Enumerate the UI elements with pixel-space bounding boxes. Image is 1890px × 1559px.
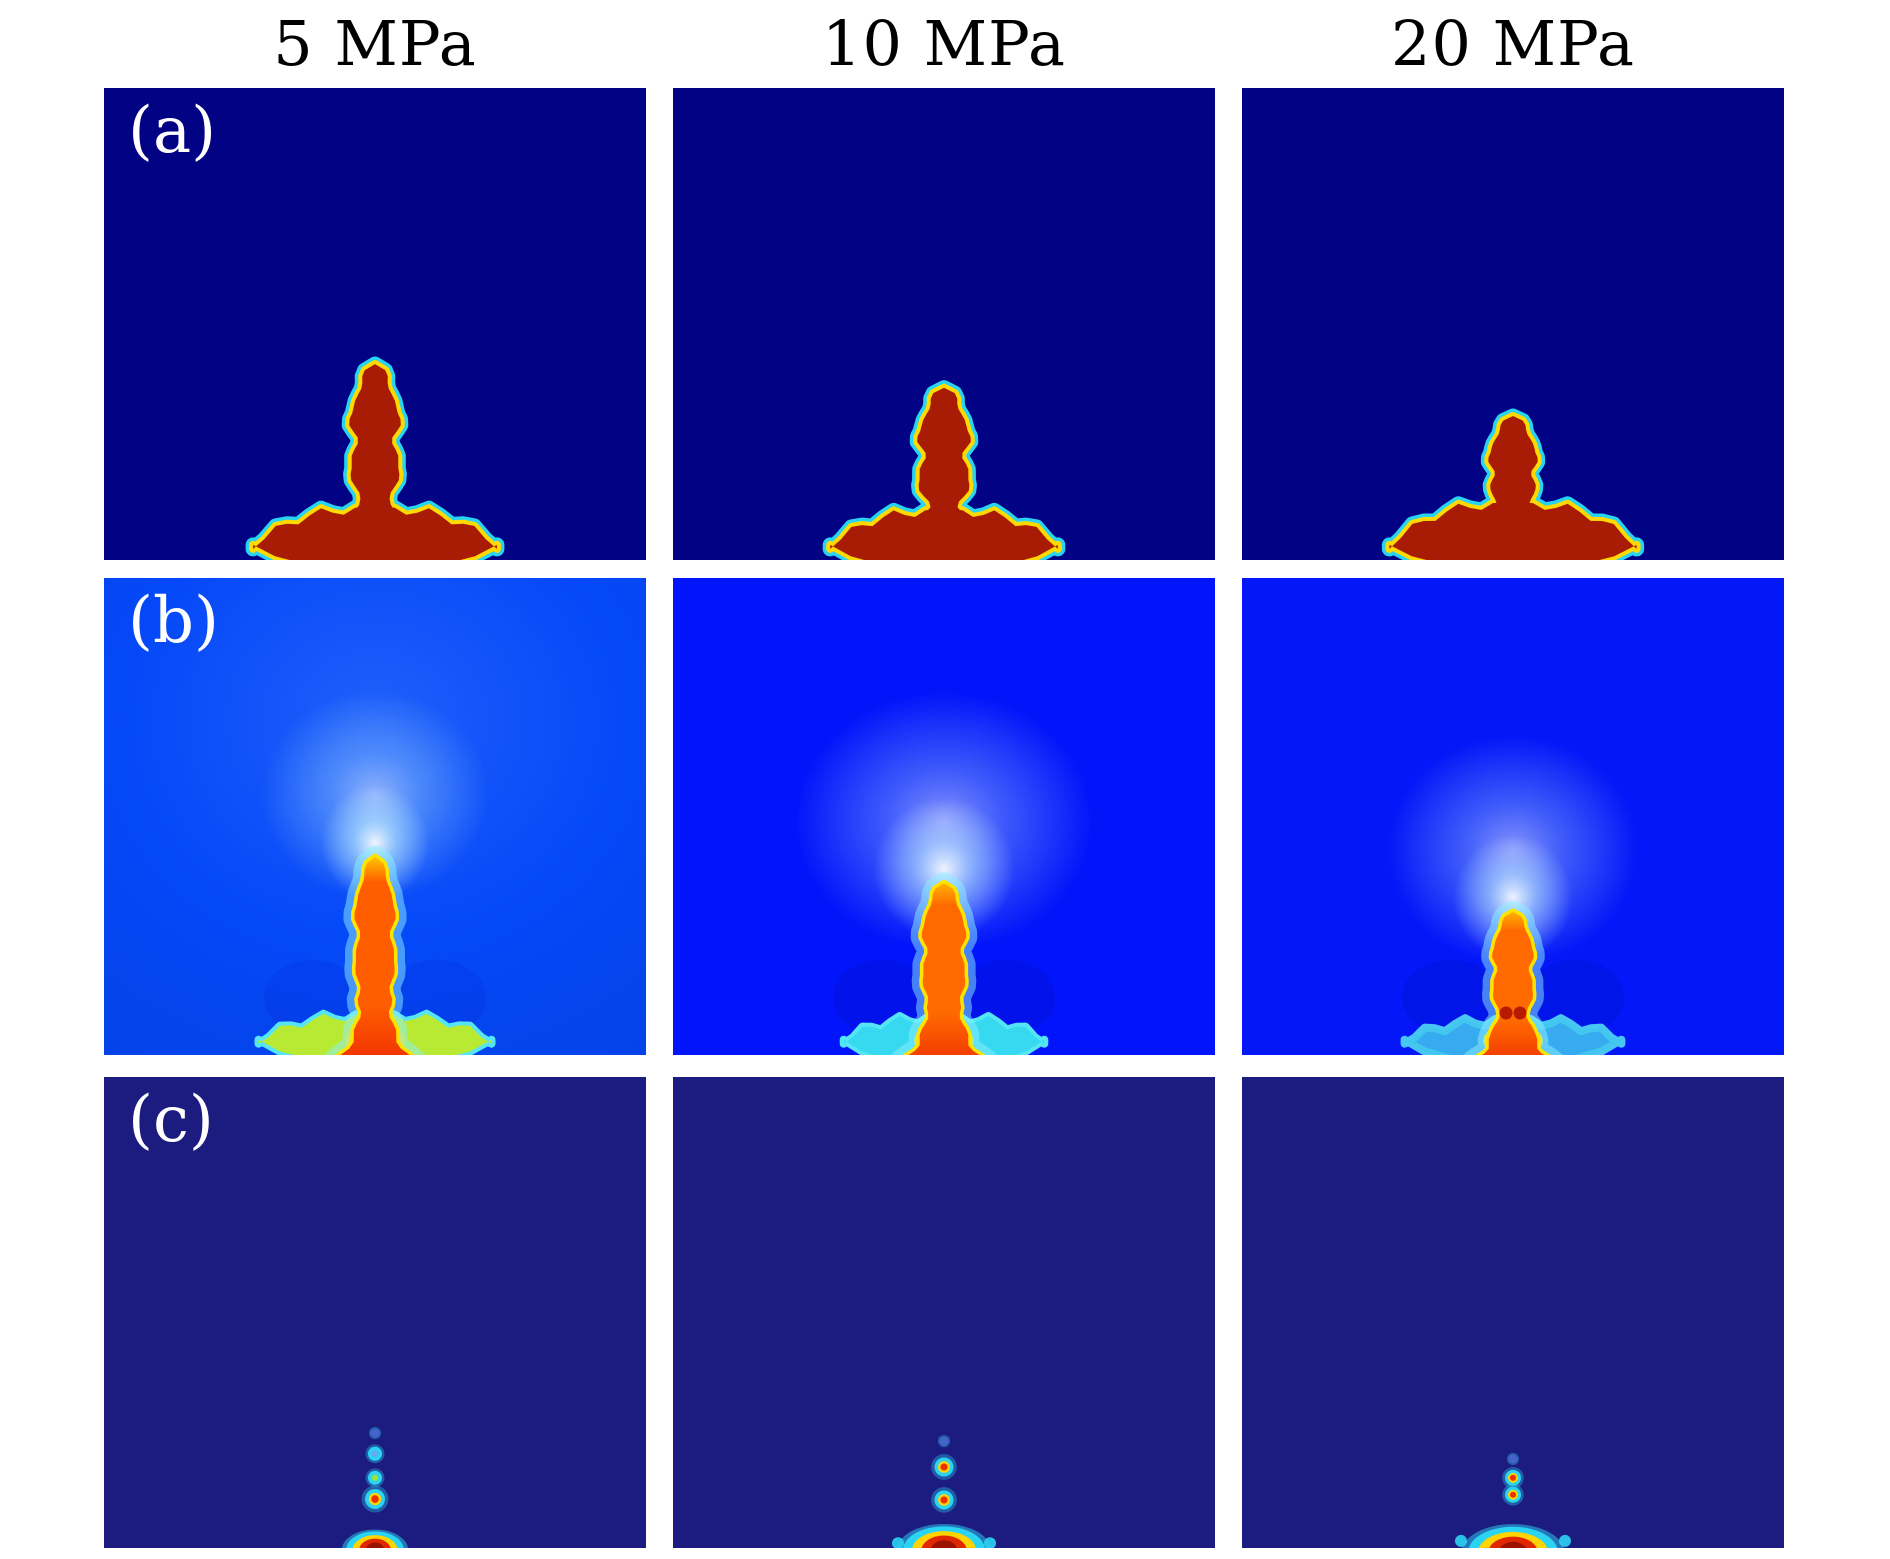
row-label-b: (b) bbox=[128, 584, 219, 658]
heatmap-canvas-c1 bbox=[673, 1077, 1215, 1548]
panel-residual-20mpa bbox=[1242, 1077, 1784, 1548]
panel-damage-10mpa bbox=[673, 88, 1215, 560]
panel-damage-5mpa: (a) bbox=[104, 88, 646, 560]
heatmap-canvas-c2 bbox=[1242, 1077, 1784, 1548]
panel-damage-20mpa bbox=[1242, 88, 1784, 560]
panel-stress-5mpa: (b) bbox=[104, 578, 646, 1055]
panel-residual-10mpa bbox=[673, 1077, 1215, 1548]
heatmap-canvas-b0 bbox=[104, 578, 646, 1055]
panel-stress-10mpa bbox=[673, 578, 1215, 1055]
row-label-c: (c) bbox=[128, 1083, 214, 1157]
panel-residual-5mpa: (c) bbox=[104, 1077, 646, 1548]
heatmap-canvas-c0 bbox=[104, 1077, 646, 1548]
row-label-a: (a) bbox=[128, 94, 217, 168]
column-title-10mpa: 10 MPa bbox=[822, 6, 1066, 80]
heatmap-canvas-b1 bbox=[673, 578, 1215, 1055]
heatmap-canvas-b2 bbox=[1242, 578, 1784, 1055]
heatmap-canvas-a0 bbox=[104, 88, 646, 560]
column-title-20mpa: 20 MPa bbox=[1391, 6, 1635, 80]
column-title-5mpa: 5 MPa bbox=[273, 6, 477, 80]
heatmap-canvas-a1 bbox=[673, 88, 1215, 560]
heatmap-canvas-a2 bbox=[1242, 88, 1784, 560]
panel-stress-20mpa bbox=[1242, 578, 1784, 1055]
